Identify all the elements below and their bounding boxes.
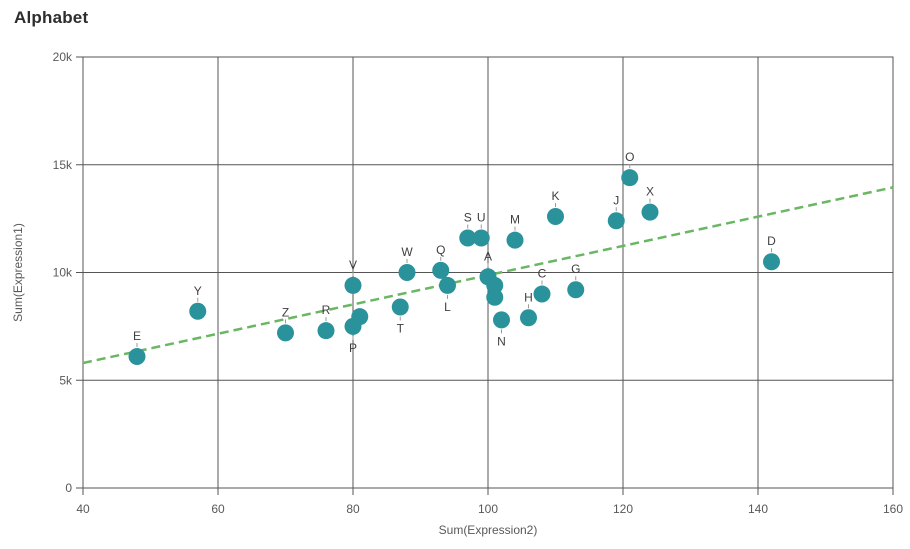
point-label: C: [538, 267, 547, 281]
point-label: Q: [436, 243, 445, 257]
data-point-u[interactable]: [472, 229, 490, 247]
point-label: N: [497, 334, 506, 348]
y-tick-label: 15k: [53, 158, 73, 172]
point-label: S: [464, 211, 472, 225]
data-point-n[interactable]: [493, 311, 510, 329]
point-label: K: [551, 189, 559, 203]
x-tick-label: 60: [211, 502, 225, 516]
data-point-h[interactable]: [520, 309, 537, 327]
point-label: E: [133, 329, 141, 343]
data-point-y[interactable]: [189, 302, 207, 320]
data-point[interactable]: [486, 288, 504, 306]
point-label: T: [397, 321, 405, 335]
point-label: P: [349, 341, 357, 355]
point-label: X: [646, 185, 654, 199]
x-tick-label: 100: [478, 502, 498, 516]
point-label: G: [571, 262, 580, 276]
data-point[interactable]: [486, 276, 504, 294]
x-tick-label: 40: [76, 502, 90, 516]
x-tick-label: 80: [346, 502, 360, 516]
data-point-m[interactable]: [506, 231, 524, 249]
point-label: L: [444, 300, 451, 314]
x-axis-title: Sum(Expression2): [439, 523, 538, 537]
point-label: Y: [194, 284, 202, 298]
data-point-o[interactable]: [621, 169, 639, 187]
data-point-r[interactable]: [317, 322, 335, 340]
data-point[interactable]: [351, 308, 369, 326]
y-tick-label: 0: [65, 481, 72, 495]
data-point-k[interactable]: [547, 207, 564, 225]
data-point-t[interactable]: [391, 298, 409, 316]
data-point-v[interactable]: [344, 276, 362, 294]
point-label: J: [613, 193, 619, 207]
y-axis-title: Sum(Expression1): [11, 223, 25, 322]
y-tick-label: 10k: [53, 266, 73, 280]
data-point-e[interactable]: [128, 348, 146, 366]
y-tick-label: 5k: [59, 373, 73, 387]
data-point-c[interactable]: [533, 285, 551, 303]
x-tick-label: 120: [613, 502, 633, 516]
data-point-z[interactable]: [277, 324, 294, 342]
chart-title: Alphabet: [14, 8, 89, 27]
data-point-j[interactable]: [607, 212, 625, 230]
data-point-q[interactable]: [432, 261, 450, 279]
data-point-w[interactable]: [398, 264, 416, 281]
point-label: H: [524, 290, 533, 304]
data-point-g[interactable]: [567, 281, 585, 299]
point-label: V: [349, 258, 357, 272]
data-point-d[interactable]: [763, 253, 780, 271]
x-tick-label: 140: [748, 502, 768, 516]
point-label: M: [510, 213, 520, 227]
data-point-x[interactable]: [641, 203, 659, 221]
point-label: R: [322, 303, 331, 317]
point-label: A: [484, 249, 492, 263]
data-point-s[interactable]: [459, 229, 477, 247]
y-tick-label: 20k: [53, 50, 73, 64]
point-label: D: [767, 234, 776, 248]
point-label: Z: [282, 305, 289, 319]
point-label: U: [477, 211, 486, 225]
point-label: O: [625, 150, 634, 164]
x-tick-label: 160: [883, 502, 903, 516]
data-point-l[interactable]: [439, 276, 456, 294]
point-label: W: [401, 245, 413, 259]
